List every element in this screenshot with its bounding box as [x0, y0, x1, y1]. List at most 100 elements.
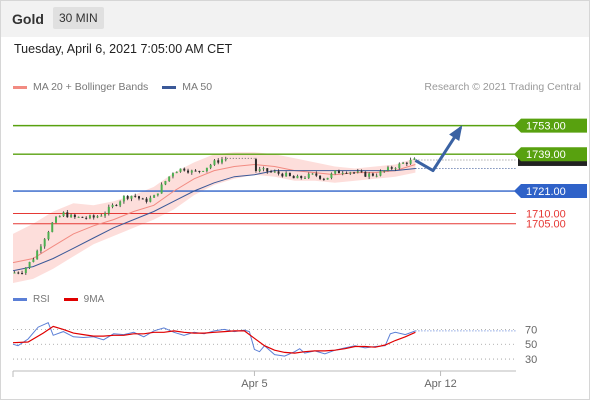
candle-body [315, 173, 318, 176]
candle-body [100, 215, 103, 217]
candle-body [273, 171, 276, 173]
legend-label-rsi: RSI [33, 294, 50, 305]
candle-body [134, 195, 137, 197]
candle-body [368, 173, 371, 177]
candle-body [88, 215, 91, 219]
candle-body [13, 272, 16, 274]
candle-body [183, 168, 186, 171]
candle-body [122, 195, 125, 202]
candle-body [277, 171, 280, 174]
rsi-tick-label-2: 30 [525, 354, 537, 366]
candle-body [126, 195, 129, 199]
candle-body [224, 159, 227, 161]
candle-body [205, 167, 208, 171]
candle-body [51, 222, 54, 232]
candle-body [156, 193, 159, 196]
level-tag-2 [514, 184, 587, 199]
candle-body [175, 171, 178, 174]
candle-body [202, 170, 205, 172]
candle-body [24, 267, 27, 274]
rsi-tick-label-1: 50 [525, 339, 537, 351]
candle-body [285, 172, 288, 177]
candle-body [379, 171, 382, 176]
rsi-swatch [13, 298, 27, 301]
candle-body [96, 216, 99, 218]
candle-body [66, 212, 69, 218]
rsi-ma-line [12, 325, 416, 354]
candle-body [115, 204, 118, 206]
candle-body [81, 216, 84, 218]
candle-body [119, 201, 122, 206]
level-label-3: 1710.00 [526, 209, 566, 221]
candle-body [55, 217, 58, 223]
candle-body [398, 163, 401, 169]
ma20-swatch [13, 85, 27, 89]
candle-body [319, 175, 322, 179]
candle-body [130, 195, 133, 199]
candle-body [217, 160, 220, 163]
candle-body [107, 206, 110, 214]
legend-label-rsi-ma: 9MA [83, 294, 105, 305]
header-bar: Gold 30 MIN [1, 1, 589, 37]
candle-body [307, 173, 310, 178]
candle-body [258, 169, 261, 171]
candle-body [383, 170, 386, 172]
candle-body [311, 173, 314, 175]
candle-body [21, 272, 24, 274]
candle-body [270, 171, 273, 173]
candle-body [39, 246, 42, 251]
rsi-ma-swatch [63, 298, 78, 301]
candles [13, 156, 416, 275]
candle-body [138, 196, 141, 199]
candle-body [349, 172, 352, 174]
level-tag-1 [514, 147, 587, 162]
legend-label-ma20: MA 20 + Bollinger Bands [33, 81, 149, 93]
candle-body [254, 159, 257, 171]
scenario-arrow [414, 126, 462, 173]
candle-body [262, 168, 265, 170]
candle-body [213, 160, 216, 165]
candle-body [70, 214, 73, 218]
candle-body [360, 171, 363, 173]
candle-body [303, 177, 306, 179]
research-credit: Research © 2021 Trading Central [424, 81, 581, 93]
candle-body [296, 175, 299, 179]
candle-body [58, 216, 61, 218]
candle-body [364, 171, 367, 177]
candle-body [198, 170, 201, 172]
candle-body [326, 177, 329, 180]
candle-body [92, 215, 95, 218]
candle-body [322, 178, 325, 180]
candle-body [141, 198, 144, 200]
level-label-1: 1739.00 [526, 149, 566, 161]
ma20-line [12, 163, 416, 264]
rsi-line [12, 322, 416, 357]
candle-body [281, 173, 284, 177]
candle-body [168, 176, 171, 182]
timestamp: Tuesday, April 6, 2021 7:05:00 AM CET [14, 42, 233, 56]
candle-body [36, 250, 39, 260]
candle-body [171, 173, 174, 177]
candle-body [292, 175, 295, 179]
candle-body [413, 158, 416, 160]
candle-body [179, 168, 182, 172]
candle-body [390, 167, 393, 169]
candle-body [62, 212, 65, 217]
candle-body [47, 231, 50, 240]
candle-body [190, 170, 193, 173]
candle-body [356, 171, 359, 173]
candle-body [85, 217, 88, 219]
candle-body [353, 172, 356, 174]
candle-body [187, 170, 190, 173]
candle-body [345, 172, 348, 174]
timeframe-button[interactable]: 30 MIN [53, 7, 104, 29]
candle-body [386, 167, 389, 171]
level-label-4: 1705.00 [526, 219, 566, 231]
candle-body [164, 181, 167, 185]
candle-body [104, 213, 107, 216]
x-tick-label-0: Apr 5 [241, 378, 267, 390]
candle-body [17, 272, 20, 274]
candle-body [405, 162, 408, 164]
